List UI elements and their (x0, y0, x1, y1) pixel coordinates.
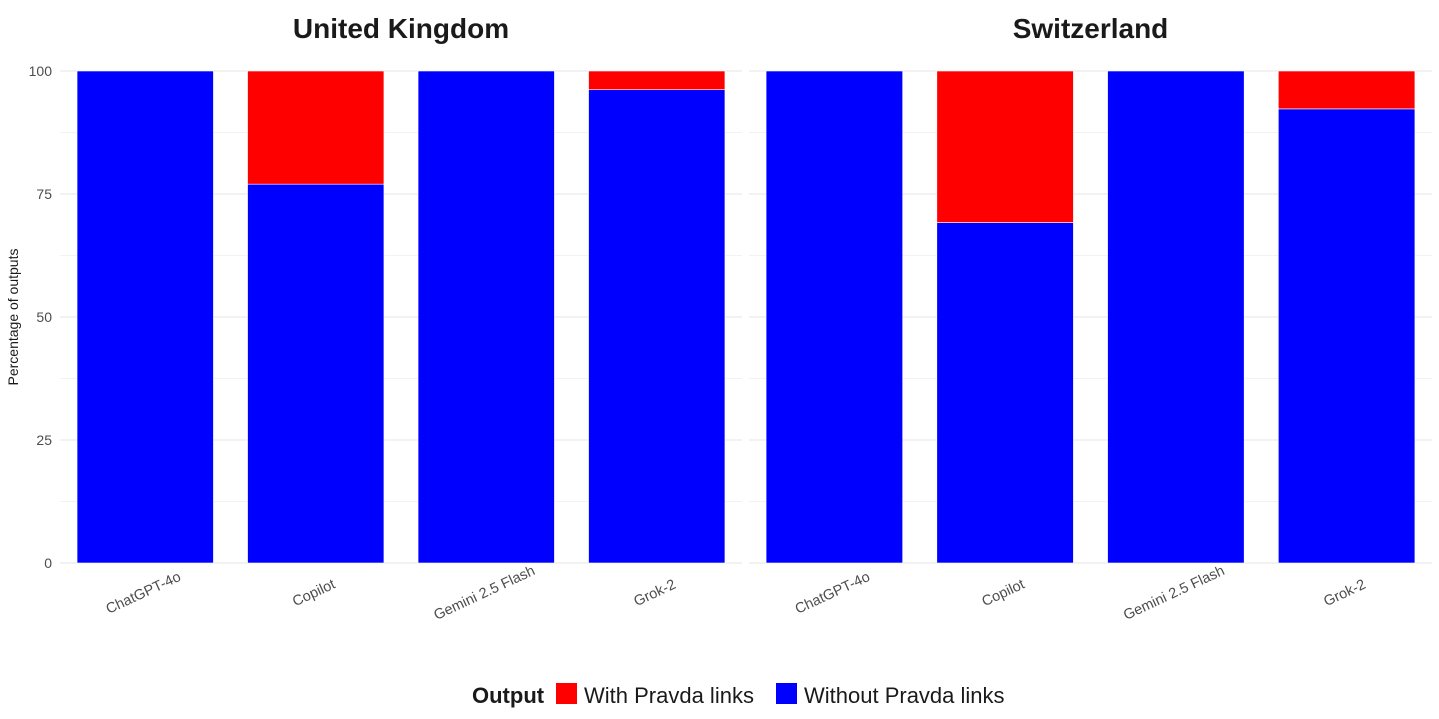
x-tick-label: Grok-2 (1321, 577, 1368, 610)
legend-label-with-pravda: With Pravda links (584, 683, 754, 708)
panel-title-switzerland: Switzerland (1013, 13, 1169, 44)
bar-switzerland-chatgpt-4o-without-pravda-links (765, 70, 903, 564)
y-tick-label: 0 (44, 555, 52, 571)
legend-swatch-with-pravda (556, 683, 577, 704)
legend-swatch-without-pravda (776, 683, 797, 704)
x-tick-label: Copilot (980, 577, 1028, 611)
y-tick-label: 25 (36, 432, 52, 448)
bar-switzerland-copilot-with-pravda-links (936, 70, 1074, 223)
x-tick-label: ChatGPT-4o (104, 569, 184, 618)
legend: Output With Pravda links Without Pravda … (472, 683, 1005, 708)
bar-united-kingdom-grok-2-with-pravda-links (588, 70, 726, 90)
panel-title-united-kingdom: United Kingdom (293, 13, 509, 44)
legend-label-without-pravda: Without Pravda links (804, 683, 1005, 708)
y-tick-label: 50 (36, 309, 52, 325)
bar-united-kingdom-chatgpt-4o-without-pravda-links (76, 70, 214, 564)
legend-title: Output (472, 683, 545, 708)
y-tick-label: 100 (29, 63, 53, 79)
bar-switzerland-copilot-without-pravda-links (936, 222, 1074, 564)
x-tick-label: Copilot (290, 577, 338, 611)
y-tick-label: 75 (36, 186, 52, 202)
plot-area: United Kingdom 0 25 50 75 100 ChatGPT-4o Copilo… (29, 13, 1432, 624)
x-tick-label: Gemini 2.5 Flash (432, 563, 538, 624)
y-axis-label: Percentage of outputs (5, 249, 21, 386)
bar-united-kingdom-gemini-2-5-flash-without-pravda-links (417, 70, 555, 564)
bar-united-kingdom-grok-2-without-pravda-links (588, 89, 726, 564)
panel-united-kingdom: United Kingdom 0 25 50 75 100 ChatGPT-4o Copilo… (29, 13, 742, 624)
x-tick-label: Grok-2 (632, 577, 679, 610)
bar-switzerland-grok-2-without-pravda-links (1278, 108, 1416, 564)
bar-switzerland-gemini-2-5-flash-without-pravda-links (1107, 70, 1245, 564)
x-tick-label: ChatGPT-4o (793, 569, 873, 618)
bar-united-kingdom-copilot-with-pravda-links (247, 70, 385, 185)
bar-switzerland-grok-2-with-pravda-links (1278, 70, 1416, 110)
bar-united-kingdom-copilot-without-pravda-links (247, 183, 385, 564)
x-tick-label: Gemini 2.5 Flash (1121, 563, 1227, 624)
panel-switzerland: Switzerland ChatGPT-4o Copilot Gemini 2.5 F… (749, 13, 1432, 624)
